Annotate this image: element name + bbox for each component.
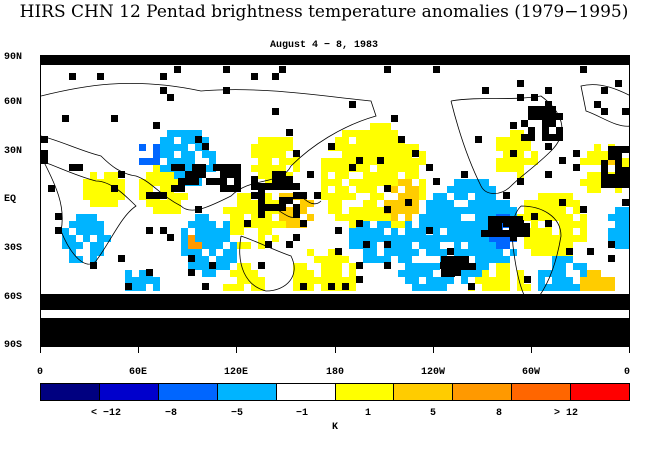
lat-label-90s: 90S [4, 340, 23, 351]
colorbar-label: −5 [230, 408, 244, 419]
lon-tick [335, 347, 336, 353]
anomaly-field [62, 123, 629, 291]
map-title: HIRS CHN 12 Pentad brightness temperatur… [19, 2, 629, 22]
colorbar-label: > 12 [553, 408, 579, 419]
lat-label-30n: 30N [4, 146, 23, 157]
missing-data [41, 56, 629, 346]
coastlines [41, 82, 629, 307]
colorbar-swatch [335, 384, 395, 400]
lat-label-eq: EQ [4, 194, 17, 205]
colorbar-label: 5 [429, 408, 437, 419]
colorbar-units: K [331, 422, 339, 433]
lat-label-90n: 90N [4, 52, 23, 63]
lon-label-60e: 60E [128, 367, 148, 378]
colorbar-label: 8 [495, 408, 503, 419]
lon-tick [531, 347, 532, 353]
lon-label-120w: 120W [420, 367, 446, 378]
color-bar [40, 383, 630, 401]
colorbar-swatch [571, 384, 630, 400]
lon-label-120e: 120E [223, 367, 249, 378]
colorbar-label: −1 [295, 408, 309, 419]
anomaly-map [40, 55, 630, 347]
colorbar-swatch [276, 384, 336, 400]
lon-tick [433, 347, 434, 353]
colorbar-label: 1 [364, 408, 372, 419]
colorbar-swatch [158, 384, 218, 400]
colorbar-swatch [512, 384, 572, 400]
lon-label-0: 0 [36, 367, 44, 378]
lat-label-60n: 60N [4, 97, 23, 108]
colorbar-swatch [217, 384, 277, 400]
lon-label-60w: 60W [521, 367, 541, 378]
lat-label-30s: 30S [4, 243, 23, 254]
lon-tick [138, 347, 139, 353]
colorbar-swatch [41, 384, 100, 400]
colorbar-label: −8 [164, 408, 178, 419]
lon-tick [40, 347, 41, 353]
lon-tick [236, 347, 237, 353]
lon-label-0-end: 0 [623, 367, 631, 378]
colorbar-swatch [453, 384, 513, 400]
colorbar-swatch [99, 384, 159, 400]
anomaly-map-canvas [41, 56, 629, 346]
colorbar-swatch [394, 384, 454, 400]
lon-label-180: 180 [325, 367, 345, 378]
map-subtitle: August 4 − 8, 1983 [269, 40, 379, 51]
lon-tick [629, 347, 630, 353]
colorbar-label: < −12 [90, 408, 122, 419]
lat-label-60s: 60S [4, 292, 23, 303]
